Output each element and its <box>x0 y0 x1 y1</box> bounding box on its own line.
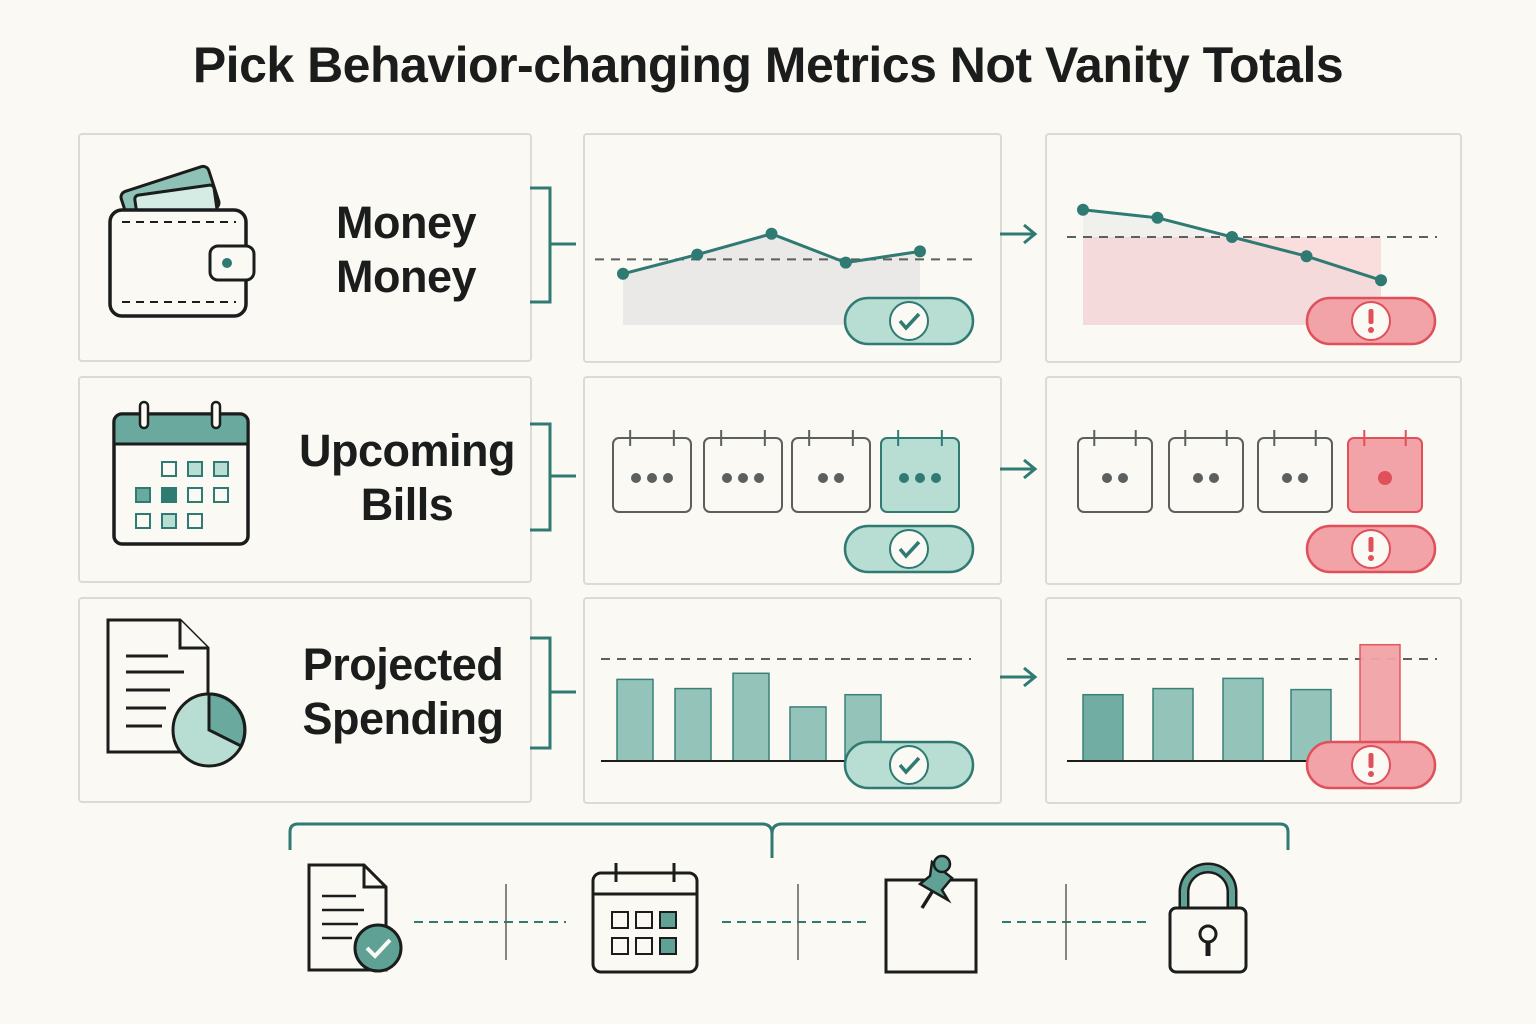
status-pill-bad <box>1305 296 1437 346</box>
data-point <box>1077 203 1089 216</box>
data-point <box>1375 274 1387 287</box>
check-icon <box>889 301 929 341</box>
status-pill-bad <box>1305 524 1437 574</box>
bad-line-chart <box>1067 203 1437 346</box>
calendar-icon <box>591 863 699 974</box>
row-label-spending: Projected Spending <box>286 638 520 746</box>
bar <box>616 678 654 762</box>
label-line-2: Money <box>335 251 477 302</box>
page-title: Pick Behavior-changing Metrics Not Vanit… <box>192 37 1344 93</box>
calendar-day-icon <box>791 430 871 513</box>
arrow-right-icon <box>1000 666 1038 688</box>
pinned-note-icon <box>884 854 978 974</box>
calendar-day-icon <box>1168 430 1244 513</box>
calendar-day-icon <box>1077 430 1153 513</box>
wallet-icon <box>108 164 256 318</box>
connector-line <box>722 884 868 960</box>
bottom-bracket-icon <box>288 822 1290 858</box>
check-icon <box>889 745 929 785</box>
good-line-chart <box>595 227 975 346</box>
exclamation-icon <box>1351 745 1391 785</box>
exclamation-icon <box>1351 529 1391 569</box>
document-check-icon <box>307 863 403 973</box>
data-point <box>765 227 778 240</box>
arrow-right-icon <box>1000 458 1038 480</box>
label-line-1: Projected <box>302 639 504 690</box>
status-pill-good <box>843 296 975 346</box>
data-point <box>617 267 629 280</box>
check-icon <box>889 529 929 569</box>
connector-line <box>414 884 566 960</box>
label-line-2: Bills <box>360 479 454 530</box>
bad-calendar-strip <box>1077 430 1437 574</box>
label-line-1: Upcoming <box>299 425 516 476</box>
bar <box>789 706 827 762</box>
data-point <box>1300 250 1313 263</box>
data-point <box>1151 211 1164 224</box>
document-pie-icon <box>106 618 247 768</box>
row-label-bills: Upcoming Bills <box>290 424 524 532</box>
bracket-icon <box>530 422 576 532</box>
good-bar-chart <box>601 658 975 790</box>
bar <box>1082 693 1124 762</box>
calendar-day-icon <box>612 430 692 513</box>
bar <box>1222 677 1264 762</box>
bracket-icon <box>530 186 576 304</box>
good-calendar-strip <box>612 430 975 574</box>
calendar-icon <box>112 400 250 546</box>
calendar-day-icon <box>880 430 960 513</box>
bar <box>674 687 712 762</box>
label-line-1: Money <box>335 197 477 248</box>
status-pill-good <box>843 524 975 574</box>
data-point <box>691 248 704 261</box>
calendar-day-icon <box>1257 430 1333 513</box>
calendar-day-icon <box>1347 430 1423 513</box>
exclamation-icon <box>1351 301 1391 341</box>
data-point <box>914 245 926 258</box>
connector-line <box>1002 884 1148 960</box>
status-pill-good <box>843 740 975 790</box>
data-point <box>839 256 852 269</box>
calendar-day-icon <box>703 430 783 513</box>
bad-bar-chart <box>1067 643 1437 790</box>
bar <box>732 672 770 762</box>
bar <box>1152 687 1194 762</box>
bracket-icon <box>530 636 576 750</box>
row-label-money: Money Money <box>290 196 522 304</box>
status-pill-bad <box>1305 740 1437 790</box>
padlock-icon <box>1168 862 1248 974</box>
arrow-right-icon <box>1000 223 1038 245</box>
data-point <box>1226 231 1238 243</box>
label-line-2: Spending <box>302 693 504 744</box>
